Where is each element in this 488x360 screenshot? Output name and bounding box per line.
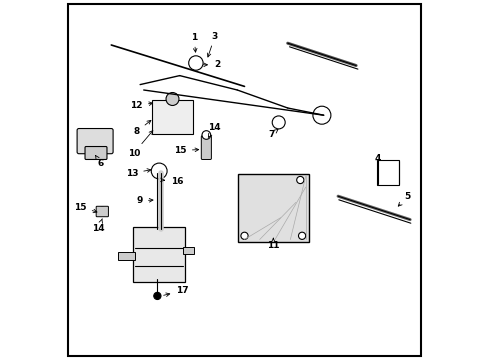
FancyBboxPatch shape: [96, 206, 108, 217]
FancyBboxPatch shape: [376, 160, 399, 185]
Circle shape: [153, 166, 164, 176]
FancyBboxPatch shape: [201, 136, 211, 159]
FancyBboxPatch shape: [238, 174, 308, 242]
FancyBboxPatch shape: [152, 100, 193, 134]
Circle shape: [188, 56, 203, 70]
Text: 11: 11: [266, 238, 279, 251]
Text: 12: 12: [130, 101, 152, 110]
Circle shape: [312, 106, 330, 124]
Text: 15: 15: [74, 203, 97, 213]
Text: 5: 5: [397, 192, 410, 206]
Text: 10: 10: [127, 131, 153, 158]
Circle shape: [298, 232, 305, 239]
Text: 8: 8: [134, 120, 151, 136]
Circle shape: [191, 59, 200, 67]
Circle shape: [153, 292, 161, 300]
Circle shape: [99, 207, 106, 214]
Text: 1: 1: [191, 33, 197, 52]
FancyBboxPatch shape: [118, 252, 135, 260]
Text: 4: 4: [374, 154, 380, 163]
FancyBboxPatch shape: [85, 147, 107, 159]
Text: 14: 14: [208, 123, 221, 137]
FancyBboxPatch shape: [133, 227, 184, 282]
Circle shape: [202, 131, 210, 139]
Circle shape: [166, 93, 179, 105]
Circle shape: [151, 163, 167, 179]
Text: 13: 13: [125, 169, 150, 178]
Circle shape: [296, 176, 303, 184]
FancyBboxPatch shape: [183, 247, 194, 254]
Text: 7: 7: [268, 130, 277, 139]
FancyBboxPatch shape: [77, 129, 113, 154]
Text: 14: 14: [92, 219, 105, 233]
FancyBboxPatch shape: [68, 4, 420, 356]
Circle shape: [241, 232, 247, 239]
Circle shape: [272, 116, 285, 129]
Text: 2: 2: [203, 60, 220, 69]
Text: 15: 15: [174, 146, 198, 155]
Text: 9: 9: [136, 197, 153, 206]
Text: 6: 6: [95, 156, 103, 168]
Text: 3: 3: [207, 32, 218, 57]
Text: 17: 17: [163, 287, 188, 296]
Circle shape: [315, 109, 328, 122]
Text: 16: 16: [160, 177, 183, 186]
